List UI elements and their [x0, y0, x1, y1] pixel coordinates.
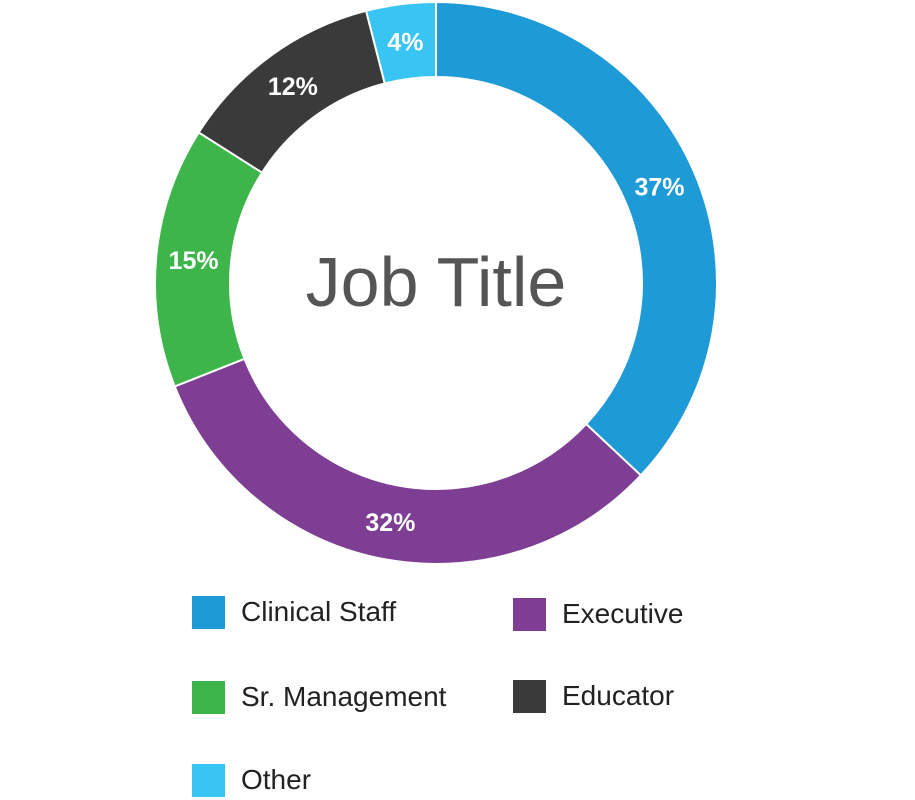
- legend-label-other: Other: [241, 764, 312, 795]
- legend-swatch-executive: [513, 597, 546, 631]
- donut-chart: 37% 32% 15% 12% 4% Job Title: [154, 0, 718, 565]
- donut-slice-other: [364, 0, 437, 85]
- donut-slice-executive: [173, 357, 643, 565]
- legend-item-clinical-staff: Clinical Staff: [192, 594, 396, 630]
- legend-item-executive: Executive: [513, 596, 683, 632]
- legend-swatch-clinical-staff: [192, 595, 225, 629]
- legend-label-sr-management: Sr. Management: [241, 681, 447, 712]
- legend-item-other: Other: [192, 762, 311, 798]
- legend-swatch-sr-management: [192, 680, 225, 714]
- legend-item-educator: Educator: [513, 678, 674, 714]
- slice-value-label-executive: 32%: [365, 509, 415, 537]
- legend-swatch-other: [192, 763, 225, 797]
- donut-slices: [154, 0, 718, 565]
- chart-title: Job Title: [306, 243, 567, 321]
- legend-swatch-educator: [513, 679, 546, 713]
- slice-value-label-other: 4%: [387, 28, 423, 56]
- legend-item-sr-management: Sr. Management: [192, 679, 446, 715]
- slice-value-label-clinical-staff: 37%: [634, 173, 684, 201]
- legend-label-executive: Executive: [562, 598, 684, 629]
- donut-slice-labels: 37% 32% 15% 12% 4%: [169, 28, 685, 537]
- donut-slice-clinical-staff: [435, 0, 718, 477]
- legend-label-educator: Educator: [562, 680, 675, 711]
- slice-value-label-sr-management: 15%: [169, 247, 219, 275]
- legend-label-clinical-staff: Clinical Staff: [241, 596, 397, 627]
- slice-value-label-educator: 12%: [268, 73, 318, 101]
